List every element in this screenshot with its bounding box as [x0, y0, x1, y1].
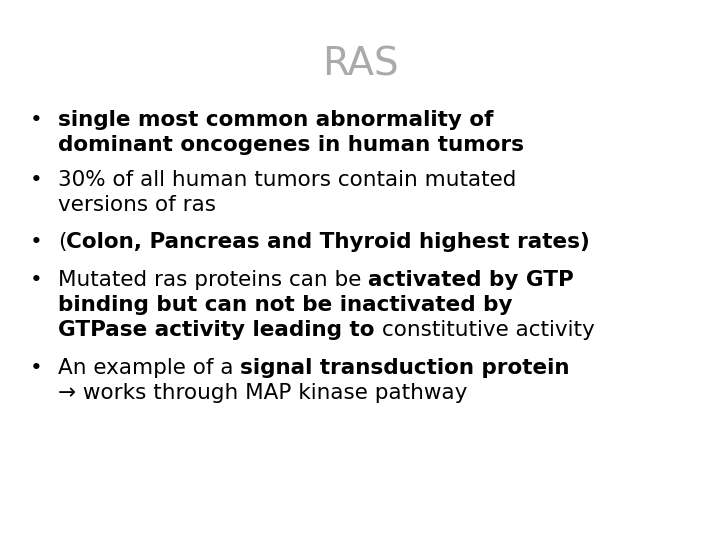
- Text: signal transduction protein: signal transduction protein: [240, 358, 570, 378]
- Text: An example of a: An example of a: [58, 358, 240, 378]
- Text: •: •: [30, 170, 42, 190]
- Text: binding but can not be inactivated by: binding but can not be inactivated by: [58, 295, 513, 315]
- Text: → works through MAP kinase pathway: → works through MAP kinase pathway: [58, 383, 467, 403]
- Text: versions of ras: versions of ras: [58, 195, 216, 215]
- Text: •: •: [30, 110, 42, 130]
- Text: 30% of all human tumors contain mutated: 30% of all human tumors contain mutated: [58, 170, 516, 190]
- Text: dominant oncogenes in human tumors: dominant oncogenes in human tumors: [58, 135, 524, 155]
- Text: (: (: [58, 232, 66, 252]
- Text: single most common abnormality of: single most common abnormality of: [58, 110, 493, 130]
- Text: Colon, Pancreas and Thyroid highest rates): Colon, Pancreas and Thyroid highest rate…: [66, 232, 590, 252]
- Text: RAS: RAS: [322, 45, 398, 83]
- Text: •: •: [30, 358, 42, 378]
- Text: •: •: [30, 232, 42, 252]
- Text: GTPase activity leading to: GTPase activity leading to: [58, 320, 382, 340]
- Text: constitutive activity: constitutive activity: [382, 320, 595, 340]
- Text: •: •: [30, 270, 42, 290]
- Text: Mutated ras proteins can be: Mutated ras proteins can be: [58, 270, 368, 290]
- Text: activated by GTP: activated by GTP: [368, 270, 574, 290]
